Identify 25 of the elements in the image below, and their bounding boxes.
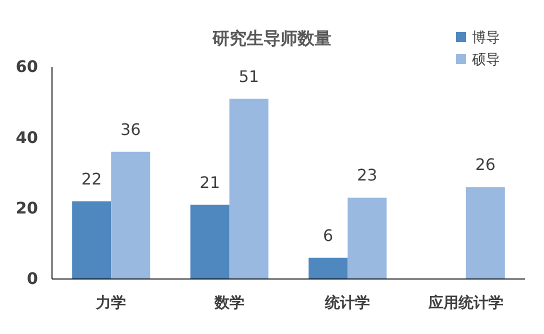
data-label: 26 xyxy=(475,155,496,174)
data-label: 23 xyxy=(356,166,378,185)
bar xyxy=(229,98,268,279)
legend-label: 硕导 xyxy=(471,52,500,68)
legend-label: 博导 xyxy=(472,30,500,46)
bar xyxy=(466,187,505,279)
data-label: 51 xyxy=(238,66,260,86)
chart-title: 研究生导师数量 xyxy=(212,29,332,49)
x-tick-label: 力学 xyxy=(95,294,126,312)
bar xyxy=(190,204,230,279)
bar xyxy=(72,201,112,279)
y-tick-label: 60 xyxy=(16,57,38,76)
data-label: 36 xyxy=(120,120,141,139)
bar xyxy=(111,152,150,279)
data-label: 21 xyxy=(200,172,220,192)
bar xyxy=(308,258,348,279)
bar xyxy=(348,198,387,279)
y-tick-label: 20 xyxy=(16,198,38,218)
x-tick-label: 数学 xyxy=(213,294,244,312)
x-tick-label: 统计学 xyxy=(324,294,370,312)
y-tick-label: 40 xyxy=(16,128,38,147)
y-tick-label: 0 xyxy=(26,269,38,288)
x-tick-label: 应用统计学 xyxy=(427,294,504,312)
data-label: 6 xyxy=(323,226,334,245)
data-label: 22 xyxy=(81,169,102,188)
